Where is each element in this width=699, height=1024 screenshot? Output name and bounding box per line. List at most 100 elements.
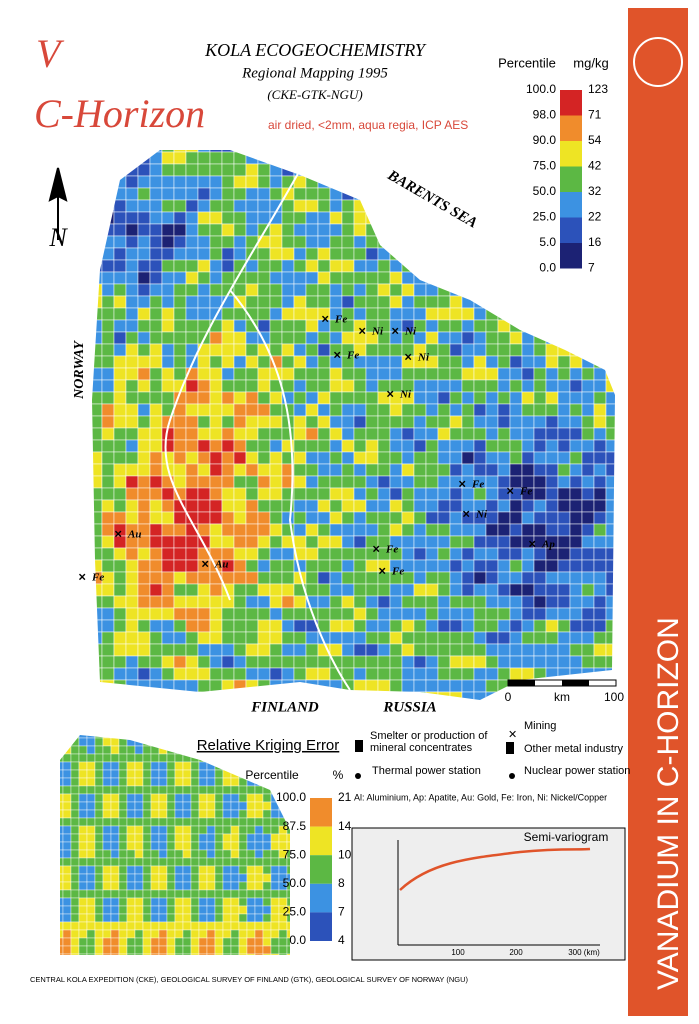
map-cell [173,439,187,453]
map-cell [401,511,415,525]
map-cell [161,247,175,261]
map-cell [353,643,367,657]
map-cell [497,571,511,585]
error-cell [262,801,272,811]
map-cell [305,643,319,657]
map-cell [341,607,355,621]
map-cell [605,643,615,657]
map-cell [173,150,187,153]
error-cell [158,937,168,947]
legend-value: 16 [588,235,602,249]
map-cell [185,271,199,285]
map-cell [497,235,511,249]
map-cell [293,223,307,237]
map-cell [581,691,595,700]
error-cell [126,761,136,771]
error-cell [198,897,208,907]
legend-value: 32 [588,184,602,198]
map-cell [113,559,127,573]
map-cell [233,175,247,189]
map-cell [293,235,307,249]
error-cell [206,937,216,947]
map-cell [449,631,463,645]
map-cell [509,199,523,213]
map-cell [257,367,271,381]
error-cell [94,809,104,819]
error-cell [182,921,192,931]
map-cell [161,607,175,621]
map-cell [521,283,535,297]
error-cell [230,785,240,795]
map-cell [353,427,367,441]
legend-percentile: 0.0 [539,261,556,275]
map-cell [221,367,235,381]
map-cell [137,163,151,177]
error-cell [110,745,120,755]
error-cell [134,921,144,931]
error-cell [60,953,64,955]
map-cell [293,499,307,513]
error-cell [206,761,216,771]
map-cell [257,199,271,213]
error-cell [102,913,112,923]
map-cell [437,595,451,609]
error-cell [230,881,240,891]
map-cell [353,163,367,177]
map-cell [473,415,487,429]
map-cell [497,427,511,441]
error-cell [118,929,128,939]
map-cell [605,667,615,681]
map-cell [245,667,259,681]
error-cell [246,881,256,891]
map-cell [425,223,439,237]
map-cell [161,163,175,177]
map-cell [473,307,487,321]
map-cell [449,151,463,165]
error-cell [110,921,120,931]
map-cell [605,391,615,405]
error-cell [102,929,112,939]
map-cell [389,271,403,285]
error-cell [286,905,290,915]
map-cell [149,475,163,489]
map-cell [449,547,463,561]
map-cell [353,475,367,489]
map-cell [221,667,235,681]
map-cell [125,163,139,177]
map-cell [257,259,271,273]
map-cell [377,211,391,225]
map-cell [161,187,175,201]
map-cell [581,439,595,453]
error-cell [62,809,72,819]
country-label: FINLAND [250,699,319,715]
map-cell [209,583,223,597]
map-cell [221,427,235,441]
error-cell [150,825,160,835]
map-cell [605,463,615,477]
map-cell [461,259,475,273]
map-cell [281,559,295,573]
map-cell [557,607,571,621]
error-cell [78,737,88,747]
map-cell [197,607,211,621]
map-cell [209,595,223,609]
map-cell [173,523,187,537]
map-cell [545,427,559,441]
map-cell [449,307,463,321]
map-cell [125,199,139,213]
error-cell [270,945,280,955]
error-cell [238,913,248,923]
error-cell [102,825,112,835]
error-cell [134,817,144,827]
map-cell [569,487,583,501]
map-cell [329,187,343,201]
map-cell [389,583,403,597]
map-cell [173,211,187,225]
map-cell [281,667,295,681]
map-cell [353,403,367,417]
map-cell [509,175,523,189]
error-cell [182,761,192,771]
map-cell [281,367,295,381]
map-cell [365,151,379,165]
map-cell [389,283,403,297]
